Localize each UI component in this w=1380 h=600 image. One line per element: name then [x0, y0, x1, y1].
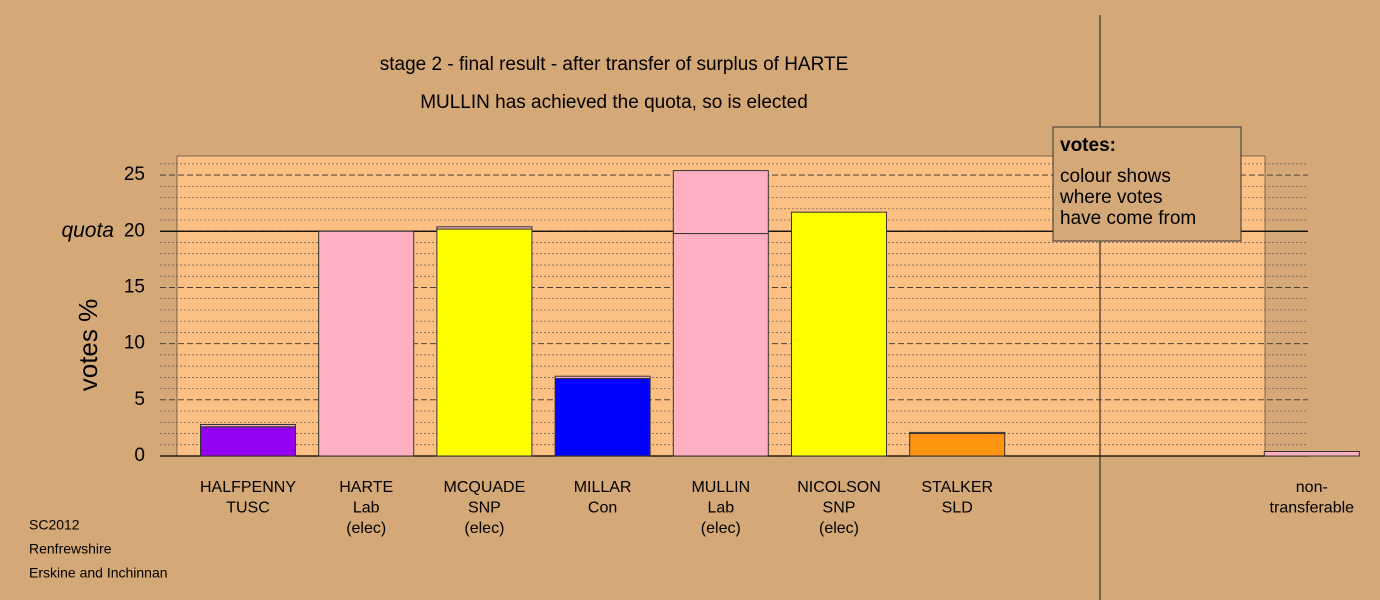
- y-tick-label: 25: [124, 164, 145, 185]
- bar-segment: [1263, 451, 1360, 457]
- x-tick-label: MCQUADE: [444, 479, 526, 496]
- bar-segment: [554, 375, 651, 379]
- x-tick-label: (elec): [819, 520, 859, 537]
- x-tick-label: transferable: [1270, 500, 1355, 517]
- legend-title: votes:: [1060, 135, 1116, 156]
- x-tick-label: Lab: [707, 500, 734, 517]
- y-tick-label: 5: [134, 389, 145, 410]
- chart-title: stage 2 - final result - after transfer …: [380, 54, 849, 75]
- footnote: Erskine and Inchinnan: [29, 565, 168, 581]
- x-tick-label: STALKER: [921, 479, 993, 496]
- bar-segment: [554, 377, 651, 457]
- y-axis-label: votes %: [73, 299, 103, 392]
- x-tick-label: MULLIN: [691, 479, 750, 496]
- legend-box: [1052, 126, 1242, 242]
- x-tick-label: TUSC: [226, 500, 270, 517]
- bar-segment: [200, 424, 296, 428]
- x-tick-label: Con: [588, 500, 617, 517]
- x-tick-label: SNP: [823, 500, 856, 517]
- x-tick-label: non-: [1296, 479, 1328, 496]
- bar-segment: [318, 230, 415, 457]
- x-tick-label: (elec): [701, 520, 741, 537]
- bar-segment: [909, 433, 1006, 457]
- y-tick-label: 15: [124, 276, 145, 297]
- y-tick-label: 0: [134, 445, 145, 466]
- footnote: SC2012: [29, 517, 80, 533]
- quota-label: quota: [61, 219, 114, 242]
- bar-segment: [909, 431, 1006, 435]
- y-tick-label: 20: [124, 220, 145, 241]
- x-tick-label: (elec): [346, 520, 386, 537]
- x-tick-label: Lab: [353, 500, 380, 517]
- x-tick-label: SLD: [942, 500, 973, 517]
- bar-segment: [672, 170, 769, 235]
- x-tick-label: MILLAR: [574, 479, 632, 496]
- chart-subtitle: MULLIN has achieved the quota, so is ele…: [420, 92, 808, 113]
- bar-segment: [436, 228, 533, 457]
- legend-text: have come from: [1060, 208, 1196, 229]
- x-tick-label: HARTE: [339, 479, 393, 496]
- footnote: Renfrewshire: [29, 541, 112, 557]
- bar-segment: [200, 426, 296, 457]
- bar-segment: [791, 211, 887, 457]
- x-tick-label: (elec): [464, 520, 504, 537]
- x-tick-label: HALFPENNY: [200, 479, 296, 496]
- bar-segment: [436, 226, 533, 230]
- x-tick-label: NICOLSON: [797, 479, 881, 496]
- x-tick-label: SNP: [468, 500, 501, 517]
- bar-segment: [672, 233, 769, 457]
- legend-text: where votes: [1059, 187, 1162, 208]
- y-tick-label: 10: [124, 333, 145, 354]
- legend-text: colour shows: [1060, 166, 1171, 187]
